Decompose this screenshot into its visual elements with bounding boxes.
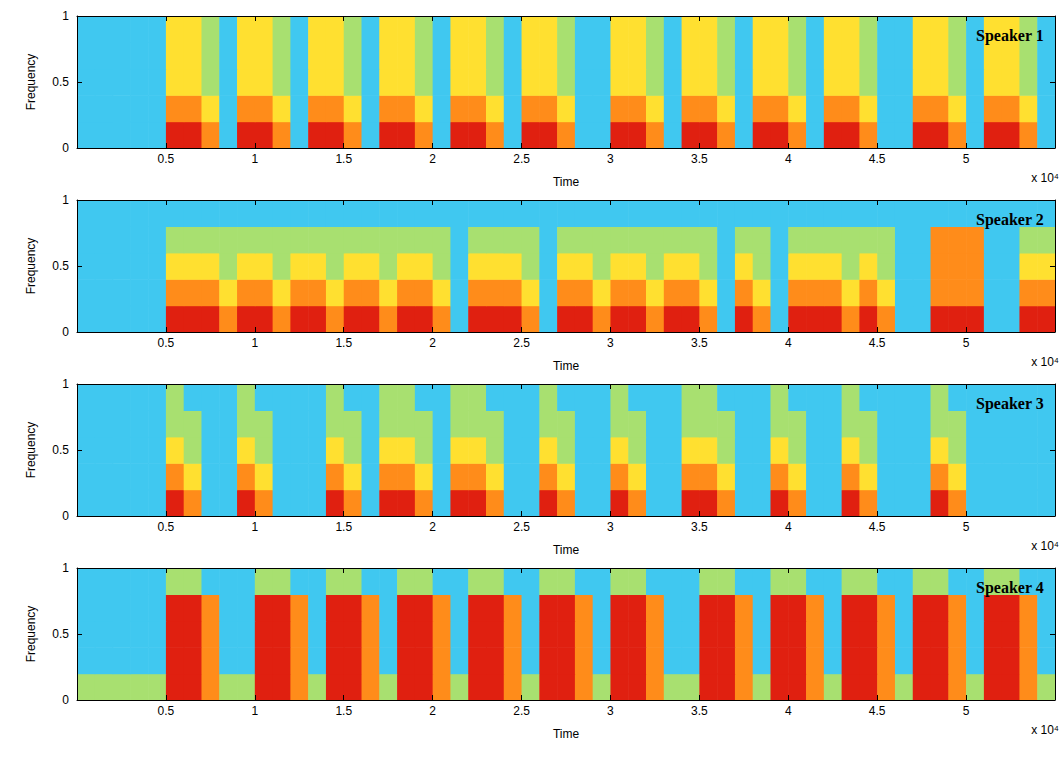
svg-text:1.5: 1.5: [335, 152, 352, 166]
svg-text:Frequency: Frequency: [24, 238, 38, 295]
svg-text:2: 2: [429, 704, 436, 718]
svg-text:0.5: 0.5: [52, 75, 69, 89]
svg-text:1: 1: [251, 152, 258, 166]
svg-text:4: 4: [785, 152, 792, 166]
svg-text:5: 5: [963, 520, 970, 534]
svg-text:0.5: 0.5: [158, 704, 175, 718]
svg-text:1.5: 1.5: [335, 520, 352, 534]
svg-text:3: 3: [607, 336, 614, 350]
svg-text:5: 5: [963, 704, 970, 718]
svg-text:x 10⁴: x 10⁴: [1031, 171, 1059, 185]
svg-text:0.5: 0.5: [52, 259, 69, 273]
svg-text:0: 0: [62, 141, 69, 155]
svg-text:1: 1: [62, 561, 69, 575]
svg-text:0.5: 0.5: [158, 152, 175, 166]
svg-text:2.5: 2.5: [513, 520, 530, 534]
svg-text:0: 0: [62, 325, 69, 339]
svg-text:3: 3: [607, 704, 614, 718]
svg-text:Speaker 2: Speaker 2: [976, 211, 1044, 229]
svg-text:x 10⁴: x 10⁴: [1031, 723, 1059, 737]
svg-text:2.5: 2.5: [513, 704, 530, 718]
svg-text:4.5: 4.5: [869, 520, 886, 534]
svg-text:1: 1: [62, 377, 69, 391]
svg-text:Frequency: Frequency: [24, 54, 38, 111]
svg-text:Frequency: Frequency: [24, 422, 38, 479]
svg-text:5: 5: [963, 152, 970, 166]
svg-text:2.5: 2.5: [513, 152, 530, 166]
svg-text:4.5: 4.5: [869, 152, 886, 166]
svg-text:2: 2: [429, 152, 436, 166]
svg-text:x 10⁴: x 10⁴: [1031, 355, 1059, 369]
svg-text:2: 2: [429, 520, 436, 534]
svg-text:x 10⁴: x 10⁴: [1031, 539, 1059, 553]
svg-text:1: 1: [62, 9, 69, 23]
svg-text:3: 3: [607, 152, 614, 166]
svg-text:Speaker 1: Speaker 1: [976, 27, 1044, 45]
svg-text:Speaker 4: Speaker 4: [976, 579, 1044, 597]
svg-text:3.5: 3.5: [691, 152, 708, 166]
svg-text:Frequency: Frequency: [24, 606, 38, 663]
svg-text:1: 1: [251, 520, 258, 534]
svg-text:0.5: 0.5: [52, 443, 69, 457]
svg-text:1: 1: [251, 704, 258, 718]
svg-text:4.5: 4.5: [869, 704, 886, 718]
svg-text:0: 0: [62, 693, 69, 707]
svg-text:3.5: 3.5: [691, 704, 708, 718]
svg-text:2: 2: [429, 336, 436, 350]
svg-text:Time: Time: [553, 727, 580, 741]
svg-text:3: 3: [607, 520, 614, 534]
svg-text:Time: Time: [553, 175, 580, 189]
svg-text:Speaker 3: Speaker 3: [976, 395, 1044, 413]
svg-text:1.5: 1.5: [335, 704, 352, 718]
svg-text:Time: Time: [553, 543, 580, 557]
svg-text:4: 4: [785, 336, 792, 350]
svg-text:5: 5: [963, 336, 970, 350]
svg-text:3.5: 3.5: [691, 336, 708, 350]
svg-text:1: 1: [62, 193, 69, 207]
svg-text:4: 4: [785, 704, 792, 718]
svg-text:2.5: 2.5: [513, 336, 530, 350]
svg-text:Time: Time: [553, 359, 580, 373]
svg-text:0.5: 0.5: [158, 520, 175, 534]
svg-text:4.5: 4.5: [869, 336, 886, 350]
svg-text:0: 0: [62, 509, 69, 523]
svg-text:1.5: 1.5: [335, 336, 352, 350]
svg-text:3.5: 3.5: [691, 520, 708, 534]
svg-text:0.5: 0.5: [52, 627, 69, 641]
svg-text:1: 1: [251, 336, 258, 350]
svg-text:0.5: 0.5: [158, 336, 175, 350]
svg-text:4: 4: [785, 520, 792, 534]
